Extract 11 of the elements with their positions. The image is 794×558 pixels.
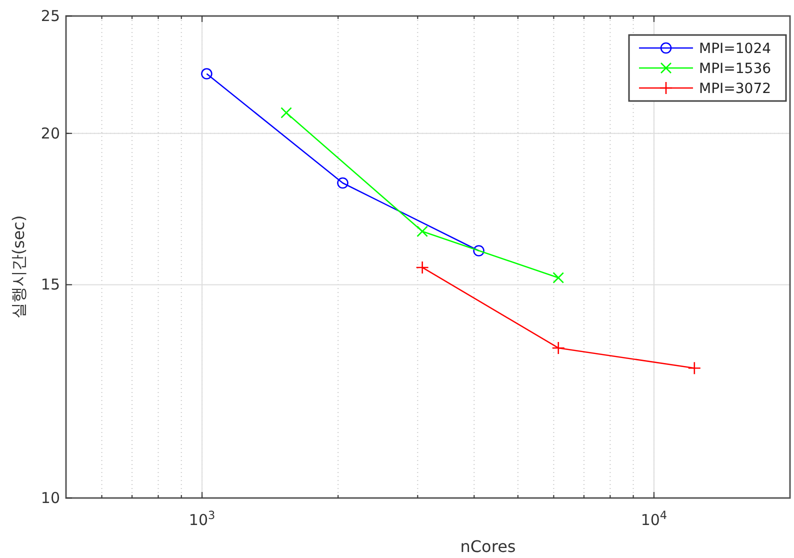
legend-label: MPI=3072 (699, 81, 772, 97)
legend-label: MPI=1024 (699, 41, 772, 57)
x-tick-label: 10$^{3}$ (188, 508, 216, 529)
y-tick-label: 10 (40, 489, 60, 507)
y-tick-label: 20 (40, 124, 60, 142)
y-tick-label: 15 (40, 276, 60, 294)
y-tick-label: 25 (40, 7, 60, 25)
x-tick-label: 10$^{4}$ (640, 508, 668, 529)
y-axis-title: 실행시간(sec) (9, 215, 28, 319)
legend-label: MPI=1536 (699, 61, 772, 77)
x-axis-title: nCores (460, 537, 516, 556)
